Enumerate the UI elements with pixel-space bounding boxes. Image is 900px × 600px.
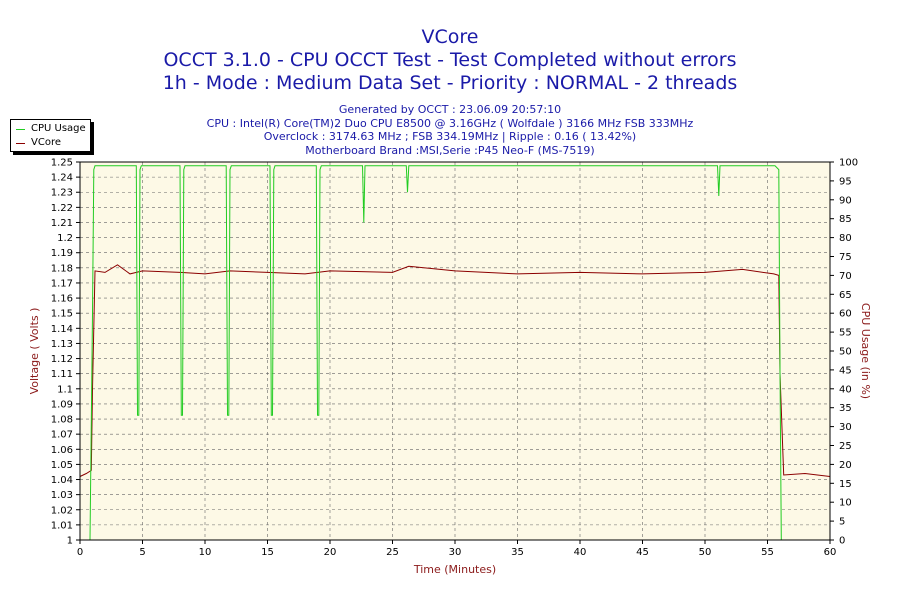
y2-tick-label: 90 — [839, 195, 852, 206]
system-info-block: Generated by OCCT : 23.06.09 20:57:10 CP… — [0, 103, 900, 157]
series-line-vcore — [79, 264, 831, 477]
overclock-info: Overclock : 3174.63 MHz ; FSB 334.19MHz … — [263, 130, 637, 143]
x-tick-label: 0 — [77, 547, 83, 558]
y-tick-label: 1.13 — [51, 339, 73, 350]
y-tick-label: 1.1 — [57, 384, 73, 395]
y2-tick-label: 10 — [839, 498, 852, 509]
legend-label-vcore: VCore — [31, 137, 61, 148]
y-tick-label: 1.16 — [51, 294, 73, 305]
y2-tick-label: 15 — [839, 479, 852, 490]
y2-tick-label: 0 — [839, 536, 845, 547]
y-tick-label: 1.11 — [51, 369, 73, 380]
x-tick-label: 5 — [139, 547, 145, 558]
x-tick-label: 10 — [199, 547, 212, 558]
y-tick-label: 1.21 — [51, 218, 73, 229]
x-tick-label: 55 — [761, 547, 774, 558]
x-tick-label: 50 — [699, 547, 712, 558]
chart-legend: CPU Usage VCore — [10, 119, 91, 152]
y2-tick-label: 20 — [839, 460, 852, 471]
chart-title: VCore — [421, 26, 479, 48]
x-tick-label: 40 — [574, 547, 587, 558]
x-tick-label: 35 — [511, 547, 524, 558]
y-tick-label: 1.24 — [51, 173, 73, 184]
y-tick-label: 1.17 — [51, 278, 73, 289]
motherboard-info: Motherboard Brand :MSI,Serie :P45 Neo-F … — [305, 143, 595, 157]
x-tick-label: 60 — [824, 547, 837, 558]
legend-swatch-vcore — [16, 142, 25, 144]
y2-tick-label: 5 — [839, 517, 845, 528]
y-tick-label: 1.02 — [51, 505, 73, 516]
y2-tick-label: 50 — [839, 347, 852, 358]
y-axis-label: Voltage ( Volts ) — [28, 308, 41, 395]
legend-item-cpu-usage: CPU Usage — [11, 122, 90, 136]
y-tick-label: 1.12 — [51, 354, 73, 365]
y-tick-label: 1.18 — [51, 263, 73, 274]
y-tick-label: 1.05 — [51, 460, 73, 471]
y2-tick-label: 80 — [839, 233, 852, 244]
y-tick-label: 1.19 — [51, 248, 73, 259]
cpu-info: CPU : Intel(R) Core(TM)2 Duo CPU E8500 @… — [206, 116, 694, 130]
y-tick-label: 1.2 — [57, 233, 73, 244]
y-tick-label: 1.25 — [51, 158, 73, 169]
x-tick-label: 20 — [324, 547, 337, 558]
y-tick-label: 1.22 — [51, 203, 73, 214]
y2-tick-label: 100 — [839, 158, 858, 169]
y-tick-label: 1.15 — [51, 309, 73, 320]
legend-swatch-cpu-usage — [16, 128, 25, 130]
y2-tick-label: 95 — [839, 176, 852, 187]
x-tick-label: 15 — [261, 547, 274, 558]
y2-tick-label: 40 — [839, 384, 852, 395]
y2-axis-label: CPU Usage (in %) — [859, 303, 872, 399]
y-tick-label: 1.07 — [51, 430, 73, 441]
x-tick-label: 30 — [449, 547, 462, 558]
x-tick-label: 25 — [386, 547, 399, 558]
x-tick-label: 45 — [636, 547, 649, 558]
y2-tick-label: 75 — [839, 252, 852, 263]
legend-item-vcore: VCore — [11, 136, 90, 150]
y2-tick-label: 45 — [839, 365, 852, 376]
y2-tick-label: 85 — [839, 214, 852, 225]
y2-tick-label: 65 — [839, 290, 852, 301]
y2-tick-label: 35 — [839, 403, 852, 414]
y-tick-label: 1.14 — [51, 324, 73, 335]
y2-tick-label: 25 — [839, 441, 852, 452]
chart-title-block: VCore OCCT 3.1.0 - CPU OCCT Test - Test … — [0, 26, 900, 95]
plot-border — [79, 161, 831, 541]
y2-tick-label: 55 — [839, 328, 852, 339]
chart-subtitle-test: OCCT 3.1.0 - CPU OCCT Test - Test Comple… — [163, 49, 737, 71]
legend-label-cpu-usage: CPU Usage — [31, 123, 86, 134]
y-tick-label: 1.09 — [51, 399, 73, 410]
y2-tick-label: 60 — [839, 309, 852, 320]
y-tick-label: 1.01 — [51, 520, 73, 531]
y-tick-label: 1.08 — [51, 415, 73, 426]
y-tick-label: 1.23 — [51, 188, 73, 199]
series-line-cpu-usage — [89, 165, 783, 541]
y-tick-label: 1.04 — [51, 475, 73, 486]
x-axis-label: Time (Minutes) — [413, 563, 496, 576]
y-tick-label: 1 — [67, 536, 73, 547]
y-tick-label: 1.03 — [51, 490, 73, 501]
generated-info: Generated by OCCT : 23.06.09 20:57:10 — [338, 103, 562, 116]
y2-tick-label: 70 — [839, 271, 852, 282]
chart-subtitle-mode: 1h - Mode : Medium Data Set - Priority :… — [162, 72, 738, 94]
y2-tick-label: 30 — [839, 422, 852, 433]
y-tick-label: 1.06 — [51, 445, 73, 456]
